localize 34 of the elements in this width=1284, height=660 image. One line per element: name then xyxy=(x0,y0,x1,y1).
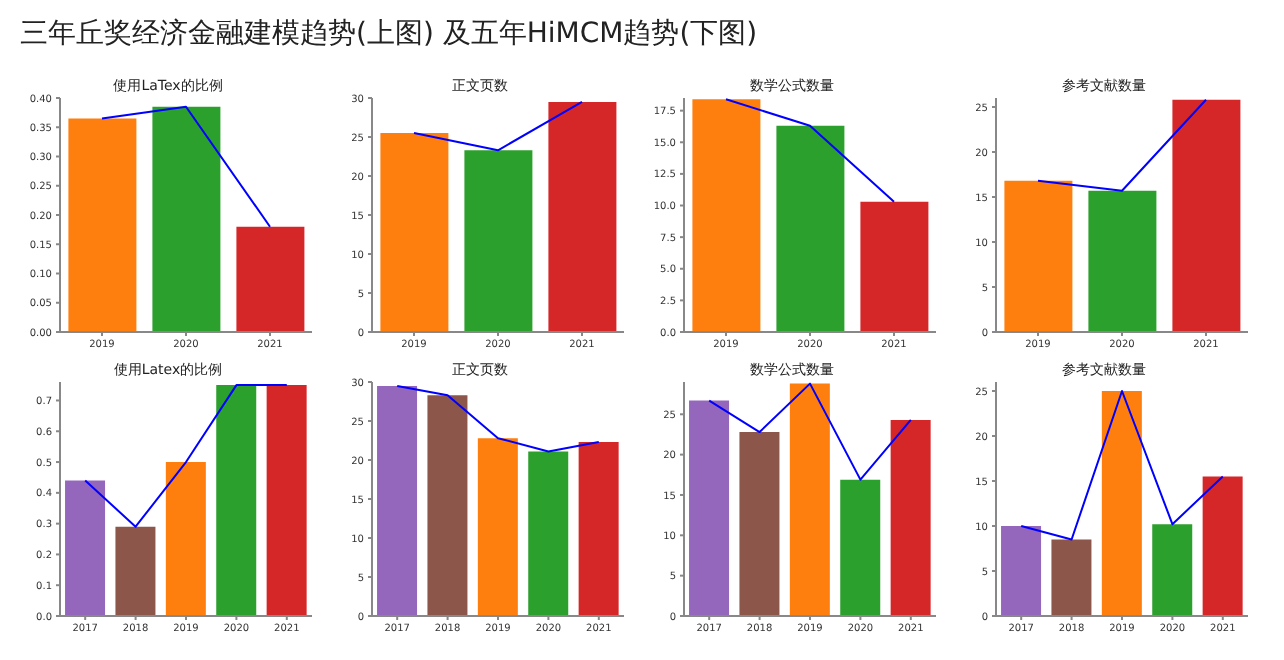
bar xyxy=(1051,539,1092,616)
bar xyxy=(266,385,307,616)
bar xyxy=(477,438,518,616)
bar xyxy=(165,462,206,616)
bar xyxy=(692,99,761,332)
bar xyxy=(776,125,845,332)
bar xyxy=(377,385,418,616)
bar xyxy=(68,118,137,332)
bar xyxy=(216,385,257,616)
bar xyxy=(739,432,780,616)
line-series xyxy=(1020,390,1224,541)
bar xyxy=(578,442,619,616)
bar xyxy=(528,451,569,616)
bar xyxy=(860,201,929,332)
bar xyxy=(1202,476,1243,616)
bar xyxy=(1004,180,1073,332)
bar xyxy=(65,480,106,616)
bar xyxy=(789,383,830,616)
bar xyxy=(1172,99,1241,332)
bar xyxy=(1152,524,1193,616)
bar xyxy=(840,479,881,616)
bar xyxy=(115,526,156,616)
bar xyxy=(152,106,221,332)
line-series xyxy=(708,382,912,481)
bar xyxy=(236,226,305,332)
bar xyxy=(890,419,931,616)
bar xyxy=(1001,526,1042,616)
bar xyxy=(1088,190,1157,332)
line-series xyxy=(84,384,288,528)
bar xyxy=(689,400,730,616)
bar xyxy=(1101,391,1142,616)
bar xyxy=(427,395,468,616)
text: 三年丘奖经济金融建模趋势(上图) 及五年HiMCM趋势(下图) xyxy=(20,18,758,50)
line-series xyxy=(396,384,600,453)
